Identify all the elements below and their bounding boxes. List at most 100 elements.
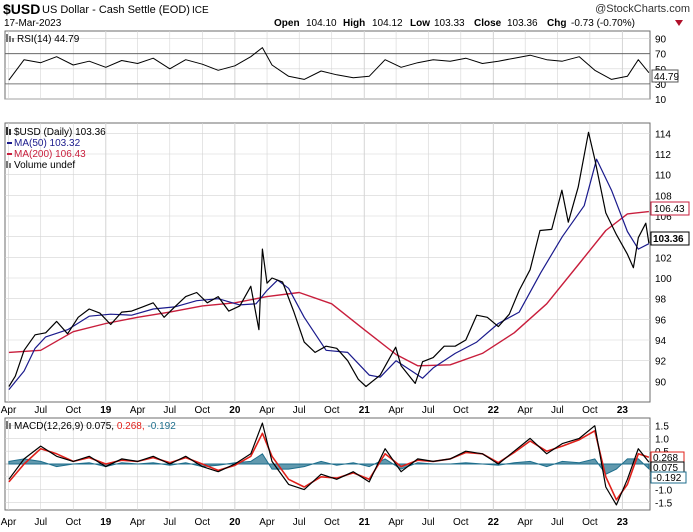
exchange: ICE [192,5,209,16]
x-tick-label: 21 [359,405,371,416]
x-tick-label: Apr [259,405,275,416]
y-tick-label: 96 [655,315,667,326]
x-tick-label: Apr [130,517,146,528]
chg-label: Chg [547,18,566,29]
price-line [8,131,650,388]
chg-value: -0.73 (-0.70%) [571,18,635,29]
x-tick-label: Jul [422,517,435,528]
x-tick-label: Oct [582,405,598,416]
macd-label-main: MACD(12,26,9) [14,421,83,432]
rsi-value-tag-text: 44.79 [654,72,679,83]
macd-label-v1: 0.075, [86,421,114,432]
x-tick-label: Oct [65,517,81,528]
x-tick-label: 22 [488,405,500,416]
x-tick-label: 23 [617,405,629,416]
macd-glyph-icon [6,421,11,429]
x-tick-label: 20 [229,405,241,416]
ma50-legend-label: MA(50) 103.32 [14,138,81,149]
x-tick-label: Jul [34,517,47,528]
x-tick-label: Jul [34,405,47,416]
x-tick-label: 22 [488,517,500,528]
instrument-name: US Dollar - Cash Settle (EOD) [42,4,190,16]
x-tick-label: Oct [195,405,211,416]
macd-label: MACD(12,26,9) 0.075, 0.268, -0.192 [6,421,176,432]
y-tick-label: -1.0 [655,486,673,497]
price-glyph-icon [6,127,11,135]
volume-legend-label: Volume undef [14,160,75,171]
macd-signal-line [8,429,650,501]
watermark: @StockCharts.com [595,3,690,15]
close-value-tag-text: 103.36 [653,234,684,245]
high-label: High [343,18,365,29]
chart-date: 17-Mar-2023 [4,18,62,29]
macd-value-tag: 0.075 [653,463,678,474]
high-value: 104.12 [372,18,403,29]
y-tick-label: 112 [655,150,671,161]
close-value-tag: 103.36 [650,231,690,246]
x-tick-label: Apr [388,405,404,416]
y-tick-label: 1.0 [655,434,669,445]
low-label: Low [410,18,430,29]
rsi-value-tag: 44.79 [651,69,679,83]
x-tick-label: 20 [229,517,241,528]
price-label: $USD (Daily) 103.36 [14,127,106,138]
x-tick-label: Apr [517,517,533,528]
x-tick-label: Oct [65,405,81,416]
x-tick-label: Apr [1,405,17,416]
signal-value-tag: 0.268 [653,453,678,464]
close-label: Close [474,18,502,29]
open-value: 104.10 [306,18,337,29]
x-tick-label: 23 [617,517,629,528]
x-tick-label: Apr [259,517,275,528]
rsi-label-text: RSI(14) 44.79 [17,34,80,45]
indicator-glyph-icon [6,34,14,42]
x-tick-label: Oct [195,517,211,528]
x-tick-label: Jul [293,517,306,528]
ohlc-readout: Open 104.10 High 104.12 Low 103.33 Close… [274,18,635,29]
low-value: 103.33 [434,18,465,29]
rsi-label: RSI(14) 44.79 [6,34,80,45]
macd-histogram [8,453,650,475]
y-tick-label: 92 [655,357,667,368]
down-arrow-icon [675,20,683,26]
x-tick-label: Apr [130,405,146,416]
x-tick-label: Jul [293,405,306,416]
series-lines [8,47,650,506]
y-tick-label: 1.5 [655,422,669,433]
y-tick-label: 100 [655,274,672,285]
x-tick-label: Apr [517,405,533,416]
ma200-value-tag-text: 106.43 [654,204,685,215]
y-tick-label: 102 [655,253,672,264]
y-tick-label: 106 [655,212,672,223]
ma200-legend-label: MA(200) 106.43 [14,149,86,160]
x-tick-label: Jul [551,517,564,528]
y-tick-label: 98 [655,295,667,306]
macd-label-text: MACD(12,26,9) 0.075, 0.268, -0.192 [14,421,176,432]
macd-line [8,422,650,506]
price-legend: $USD (Daily) 103.36 MA(50) 103.32 MA(200… [6,127,106,171]
x-tick-label: Oct [453,405,469,416]
y-tick-label: 70 [655,50,667,61]
open-label: Open [274,18,300,29]
x-tick-label: Jul [551,405,564,416]
macd-label-v2: 0.268, [117,421,145,432]
y-tick-label: 90 [655,35,667,46]
price-panel [4,122,651,403]
y-tick-label: 110 [655,171,671,182]
rsi-line [8,47,650,81]
ma200-line [8,210,649,367]
histogram-value-tag: -0.192 [653,473,682,484]
x-tick-label: 21 [359,517,371,528]
y-tick-label: -1.5 [655,498,673,509]
x-tick-label: Oct [453,517,469,528]
macd-value-tags: 0.268 0.075 -0.192 [650,451,687,484]
symbol: $USD [3,1,40,17]
x-tick-label: Jul [422,405,435,416]
y-tick-label: 30 [655,80,667,91]
y-tick-label: 94 [655,336,667,347]
x-tick-label: Apr [1,517,17,528]
grid-lines [5,31,650,510]
y-tick-label: 114 [655,129,671,140]
x-tick-label: Oct [582,517,598,528]
